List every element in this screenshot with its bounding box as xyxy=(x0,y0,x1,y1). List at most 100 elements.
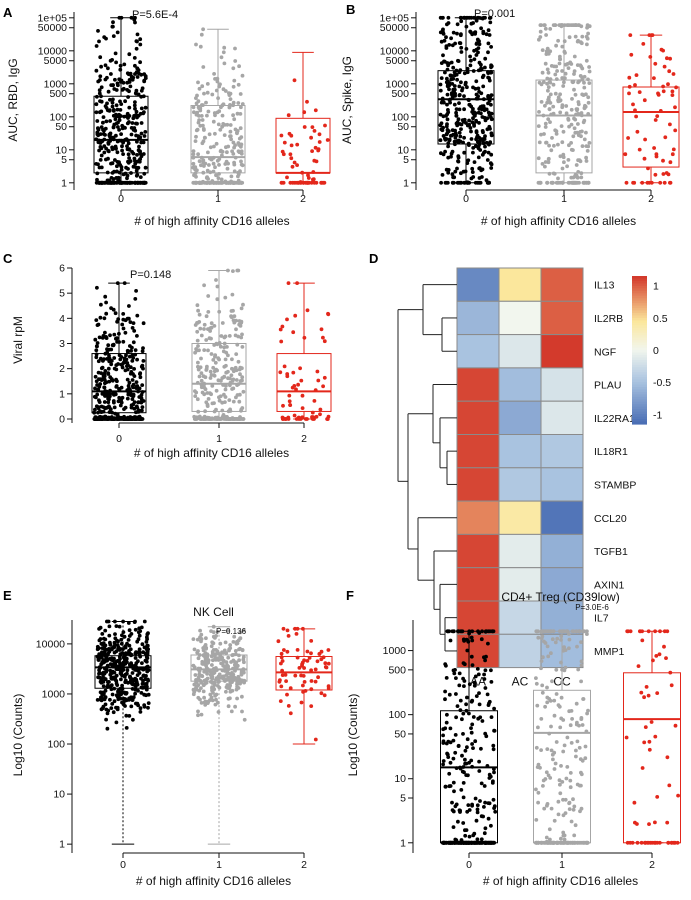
data-point xyxy=(231,653,236,657)
data-point xyxy=(460,753,464,758)
data-point xyxy=(534,745,539,750)
data-point xyxy=(278,699,283,703)
colorbar-segment xyxy=(632,414,647,418)
data-point xyxy=(569,141,573,145)
data-point xyxy=(114,180,119,185)
data-point xyxy=(454,110,458,115)
data-point xyxy=(322,339,327,344)
data-point xyxy=(196,152,201,157)
data-point xyxy=(213,77,217,81)
data-point xyxy=(194,685,198,690)
data-point xyxy=(577,629,582,634)
data-point xyxy=(637,90,642,94)
data-point xyxy=(665,56,669,61)
data-point xyxy=(452,84,457,88)
data-point xyxy=(238,92,243,96)
data-point xyxy=(673,105,677,110)
data-point xyxy=(109,683,114,688)
data-point xyxy=(117,340,121,344)
data-point xyxy=(139,676,143,681)
data-point xyxy=(221,658,226,663)
data-point xyxy=(536,790,541,795)
data-point xyxy=(536,725,540,730)
data-point xyxy=(95,285,99,290)
data-point xyxy=(114,103,119,108)
data-point xyxy=(479,137,484,142)
data-point xyxy=(567,709,572,714)
data-point xyxy=(113,77,117,82)
data-point xyxy=(125,348,130,353)
data-point xyxy=(450,149,455,154)
colorbar-segment xyxy=(632,421,647,425)
data-point xyxy=(109,176,114,180)
colorbar-segment xyxy=(632,300,647,304)
data-point xyxy=(661,84,665,89)
data-point xyxy=(115,107,120,112)
data-point xyxy=(539,666,543,671)
y-tick-label: 10 xyxy=(53,789,65,801)
x-axis-label: # of high affinity CD16 alleles xyxy=(136,874,291,888)
data-point xyxy=(471,715,476,719)
data-point xyxy=(294,632,299,636)
data-point xyxy=(202,327,206,331)
data-point xyxy=(112,332,117,337)
data-point xyxy=(103,394,107,398)
data-point xyxy=(111,34,116,38)
data-point xyxy=(126,638,131,642)
data-point xyxy=(479,837,484,842)
data-point xyxy=(547,80,552,85)
data-point xyxy=(447,138,452,143)
data-point xyxy=(626,136,630,140)
data-point xyxy=(462,15,467,20)
y-tick-label: 5 xyxy=(400,793,406,805)
data-point xyxy=(143,105,148,110)
data-point xyxy=(466,803,471,807)
data-point xyxy=(316,148,321,153)
data-point xyxy=(536,156,541,161)
data-point xyxy=(121,312,126,316)
data-point xyxy=(454,692,458,696)
data-point xyxy=(575,782,580,787)
data-point xyxy=(464,702,468,707)
data-point xyxy=(465,70,470,75)
data-point xyxy=(582,80,586,85)
data-point xyxy=(640,766,645,770)
data-point xyxy=(100,365,105,370)
data-point xyxy=(541,655,545,660)
data-point xyxy=(470,803,474,808)
data-point xyxy=(469,104,474,109)
data-point xyxy=(124,713,129,718)
data-point xyxy=(139,364,144,369)
data-point xyxy=(580,77,585,82)
data-point xyxy=(471,21,475,25)
data-point xyxy=(113,311,118,316)
data-point xyxy=(203,135,207,140)
data-point xyxy=(489,131,494,136)
data-point xyxy=(653,118,658,122)
data-point xyxy=(106,156,110,161)
data-point xyxy=(305,99,309,104)
data-point xyxy=(441,739,446,744)
colorbar-segment xyxy=(632,399,647,403)
data-point xyxy=(565,840,570,845)
data-point xyxy=(319,180,324,185)
data-point xyxy=(479,746,483,751)
data-point xyxy=(112,675,117,680)
data-point xyxy=(101,359,105,363)
data-point xyxy=(487,76,491,80)
data-point xyxy=(202,700,207,705)
y-tick-label: 5000 xyxy=(386,55,410,67)
data-point xyxy=(477,769,482,773)
data-point xyxy=(475,37,480,42)
colorbar-tick-label: 0.5 xyxy=(653,313,668,325)
data-point xyxy=(623,152,628,157)
data-point xyxy=(229,315,234,319)
data-point xyxy=(487,33,492,37)
data-point xyxy=(133,297,138,301)
data-point xyxy=(489,64,494,69)
data-point xyxy=(224,370,229,375)
data-point xyxy=(194,347,199,351)
data-point xyxy=(210,92,215,97)
data-point xyxy=(240,102,245,106)
